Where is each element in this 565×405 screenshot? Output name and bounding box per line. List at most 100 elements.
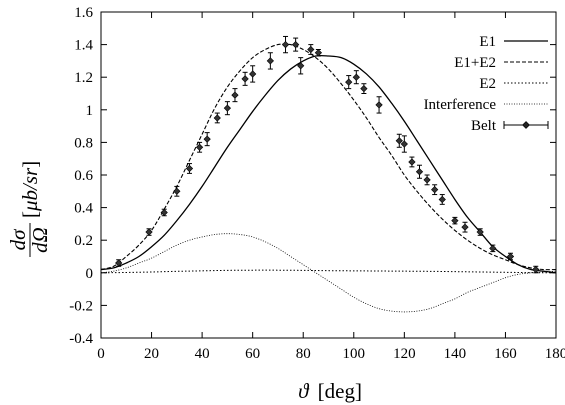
data-marker <box>213 114 221 122</box>
data-point <box>345 75 353 90</box>
x-axis-symbol: ϑ <box>298 379 310 403</box>
y-axis-unit-close: ] <box>18 161 42 168</box>
data-marker <box>415 168 424 176</box>
data-marker <box>249 70 257 78</box>
x-tick-label: 40 <box>195 346 210 362</box>
x-axis-title: ϑ [deg] <box>298 379 362 403</box>
y-tick-label: 0 <box>86 266 94 282</box>
data-points <box>115 35 540 274</box>
data-point <box>400 135 408 153</box>
data-point <box>438 194 446 205</box>
data-point <box>506 252 515 261</box>
x-tick-label: 0 <box>97 346 105 362</box>
y-axis-numerator: dσ <box>6 228 30 251</box>
y-axis-unit: μb/sr <box>18 167 42 212</box>
y-tick-label: 0.8 <box>74 135 93 151</box>
data-marker <box>400 140 408 148</box>
data-marker <box>451 217 459 225</box>
data-marker <box>160 208 168 217</box>
data-point <box>292 37 300 52</box>
y-tick-label: 1 <box>86 103 94 119</box>
data-point <box>307 44 315 55</box>
data-point <box>476 228 484 236</box>
legend: E1 E1+E2 E2 Interference Belt <box>424 34 549 134</box>
legend-swatch-marker <box>522 121 530 129</box>
data-marker <box>145 228 153 236</box>
data-point <box>241 71 249 86</box>
y-axis-title: dσ dΩ [μb/sr] <box>6 161 52 257</box>
data-marker <box>532 265 540 274</box>
data-marker <box>461 223 469 231</box>
data-point <box>297 57 305 75</box>
data-marker <box>185 164 194 173</box>
data-marker <box>476 228 484 236</box>
data-point <box>431 184 439 196</box>
data-point <box>461 221 469 233</box>
data-point <box>266 52 274 70</box>
data-marker <box>395 137 403 145</box>
data-marker <box>345 78 353 86</box>
data-point <box>195 141 204 153</box>
data-point <box>281 35 290 54</box>
data-marker <box>314 49 323 57</box>
y-tick-label: 0.6 <box>74 168 93 184</box>
x-tick-label: 140 <box>444 346 467 362</box>
x-tick-label: 100 <box>343 346 366 362</box>
data-marker <box>438 195 446 204</box>
data-point <box>352 70 360 85</box>
data-point <box>203 132 211 147</box>
data-marker <box>307 45 315 54</box>
legend-label-belt: Belt <box>471 118 497 134</box>
data-point <box>489 244 497 253</box>
series-line-e2 <box>100 269 557 274</box>
y-tick-label: 0.2 <box>74 233 93 249</box>
data-point <box>145 228 153 236</box>
data-marker <box>297 62 305 70</box>
data-marker <box>431 186 439 194</box>
legend-label-e1: E1 <box>479 34 496 50</box>
legend-label-e2: E2 <box>479 76 496 92</box>
data-point <box>375 96 383 114</box>
y-tick-label: -0.2 <box>69 298 93 314</box>
data-marker <box>408 158 416 166</box>
x-tick-label: 160 <box>494 346 517 362</box>
data-marker <box>115 259 123 267</box>
x-tick-label: 120 <box>393 346 416 362</box>
data-point <box>423 174 431 186</box>
y-tick-label: 1.6 <box>74 5 93 21</box>
legend-label-interference: Interference <box>424 97 497 113</box>
data-marker <box>266 57 274 65</box>
y-axis-unit-text: [μb/sr] <box>18 161 42 218</box>
y-axis-denominator: dΩ <box>28 227 52 253</box>
data-marker <box>281 40 290 49</box>
data-point <box>223 101 232 116</box>
data-point <box>231 88 239 103</box>
data-marker <box>203 135 211 143</box>
x-axis-unit: [deg] <box>318 379 362 403</box>
data-point <box>415 164 424 179</box>
data-marker <box>231 91 239 99</box>
y-tick-label: -0.4 <box>69 331 93 347</box>
data-point <box>532 265 540 274</box>
y-tick-label: 1.2 <box>74 70 93 86</box>
data-point <box>173 185 181 197</box>
data-marker <box>506 252 515 261</box>
data-marker <box>195 143 204 151</box>
data-marker <box>292 40 300 49</box>
y-axis-ticks: -0.4 -0.2 0 0.2 0.4 0.6 0.8 1 1.2 1.4 1.6 <box>69 5 556 347</box>
x-tick-label: 60 <box>245 346 260 362</box>
data-point <box>185 163 194 174</box>
data-marker <box>360 84 368 93</box>
x-tick-label: 20 <box>144 346 159 362</box>
y-tick-label: 0.4 <box>74 201 93 217</box>
data-marker <box>173 187 181 195</box>
series-line-interference <box>100 233 557 313</box>
data-point <box>249 65 257 83</box>
data-marker <box>223 104 232 112</box>
x-tick-label: 180 <box>545 346 565 362</box>
x-axis-ticks: 0 20 40 60 80 100 120 140 160 180 <box>97 12 565 362</box>
data-point <box>115 259 123 267</box>
data-point <box>314 48 323 57</box>
y-axis-unit-open: [ <box>18 211 42 218</box>
